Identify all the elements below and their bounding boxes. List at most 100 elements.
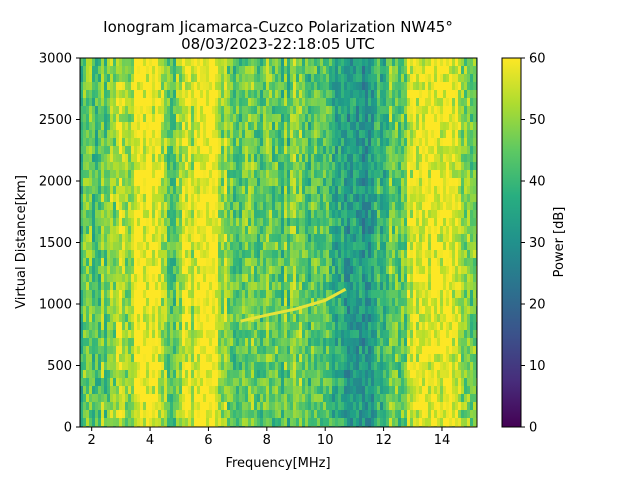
heatmap-cell [161, 218, 165, 227]
heatmap-cell [134, 154, 138, 163]
heatmap-cell [260, 282, 264, 291]
heatmap-cell [89, 130, 93, 139]
heatmap-cell [251, 130, 255, 139]
heatmap-cell [143, 218, 147, 227]
heatmap-cell [293, 122, 297, 131]
heatmap-cell [371, 322, 375, 331]
heatmap-cell [137, 338, 141, 347]
heatmap-cell [251, 418, 255, 427]
heatmap-cell [257, 122, 261, 131]
heatmap-cell [122, 322, 126, 331]
heatmap-cell [245, 290, 249, 299]
heatmap-cell [320, 202, 324, 211]
heatmap-cell [140, 82, 144, 91]
heatmap-cell [236, 274, 240, 283]
heatmap-cell [356, 330, 360, 339]
heatmap-cell [329, 410, 333, 419]
heatmap-cell [308, 106, 312, 115]
heatmap-cell [113, 242, 117, 251]
heatmap-cell [164, 274, 168, 283]
heatmap-cell [146, 90, 150, 99]
heatmap-cell [167, 362, 171, 371]
heatmap-cell [140, 194, 144, 203]
heatmap-cell [269, 330, 273, 339]
heatmap-cell [341, 178, 345, 187]
heatmap-cell [371, 346, 375, 355]
heatmap-cell [149, 226, 153, 235]
heatmap-cell [164, 194, 168, 203]
heatmap-cell [341, 74, 345, 83]
heatmap-cell [362, 402, 366, 411]
heatmap-cell [386, 146, 390, 155]
heatmap-cell [323, 266, 327, 275]
heatmap-cell [392, 394, 396, 403]
heatmap-cell [392, 402, 396, 411]
heatmap-cell [146, 82, 150, 91]
heatmap-cell [215, 338, 219, 347]
heatmap-cell [314, 106, 318, 115]
heatmap-cell [221, 106, 225, 115]
heatmap-cell [161, 258, 165, 267]
heatmap-cell [218, 306, 222, 315]
heatmap-cell [248, 98, 252, 107]
heatmap-cell [86, 258, 90, 267]
heatmap-cell [167, 258, 171, 267]
heatmap-cell [95, 298, 99, 307]
heatmap-cell [272, 114, 276, 123]
heatmap-cell [242, 90, 246, 99]
heatmap-cell [287, 186, 291, 195]
heatmap-cell [140, 338, 144, 347]
heatmap-cell [128, 194, 132, 203]
heatmap-cell [338, 186, 342, 195]
heatmap-cell [140, 210, 144, 219]
heatmap-cell [374, 202, 378, 211]
heatmap-cell [311, 266, 315, 275]
heatmap-cell [350, 178, 354, 187]
heatmap-cell [359, 162, 363, 171]
heatmap-cell [212, 202, 216, 211]
heatmap-cell [80, 242, 84, 251]
heatmap-cell [113, 410, 117, 419]
heatmap-cell [341, 354, 345, 363]
heatmap-cell [368, 370, 372, 379]
heatmap-cell [278, 410, 282, 419]
heatmap-cell [161, 322, 165, 331]
heatmap-cell [221, 314, 225, 323]
heatmap-cell [245, 354, 249, 363]
heatmap-cell [290, 210, 294, 219]
heatmap-cell [161, 234, 165, 243]
heatmap-cell [110, 82, 114, 91]
heatmap-cell [395, 418, 399, 427]
heatmap-cell [200, 258, 204, 267]
heatmap-cell [260, 410, 264, 419]
heatmap-cell [179, 138, 183, 147]
heatmap-cell [92, 202, 96, 211]
heatmap-cell [197, 330, 201, 339]
heatmap-cell [314, 146, 318, 155]
heatmap-cell [185, 282, 189, 291]
heatmap-cell [188, 346, 192, 355]
heatmap-cell [149, 154, 153, 163]
heatmap-cell [128, 362, 132, 371]
heatmap-cell [170, 386, 174, 395]
heatmap-cell [305, 386, 309, 395]
heatmap-cell [353, 82, 357, 91]
heatmap-cell [134, 122, 138, 131]
heatmap-cell [203, 130, 207, 139]
heatmap-cell [251, 306, 255, 315]
heatmap-cell [305, 210, 309, 219]
heatmap-cell [374, 210, 378, 219]
heatmap-cell [95, 90, 99, 99]
heatmap-cell [365, 146, 369, 155]
heatmap-cell [305, 162, 309, 171]
heatmap-cell [221, 138, 225, 147]
heatmap-cell [236, 314, 240, 323]
heatmap-cell [140, 242, 144, 251]
heatmap-cell [119, 210, 123, 219]
heatmap-cell [329, 234, 333, 243]
heatmap-cell [347, 130, 351, 139]
heatmap-cell [350, 154, 354, 163]
heatmap-cell [218, 202, 222, 211]
heatmap-cell [386, 162, 390, 171]
heatmap-cell [374, 394, 378, 403]
